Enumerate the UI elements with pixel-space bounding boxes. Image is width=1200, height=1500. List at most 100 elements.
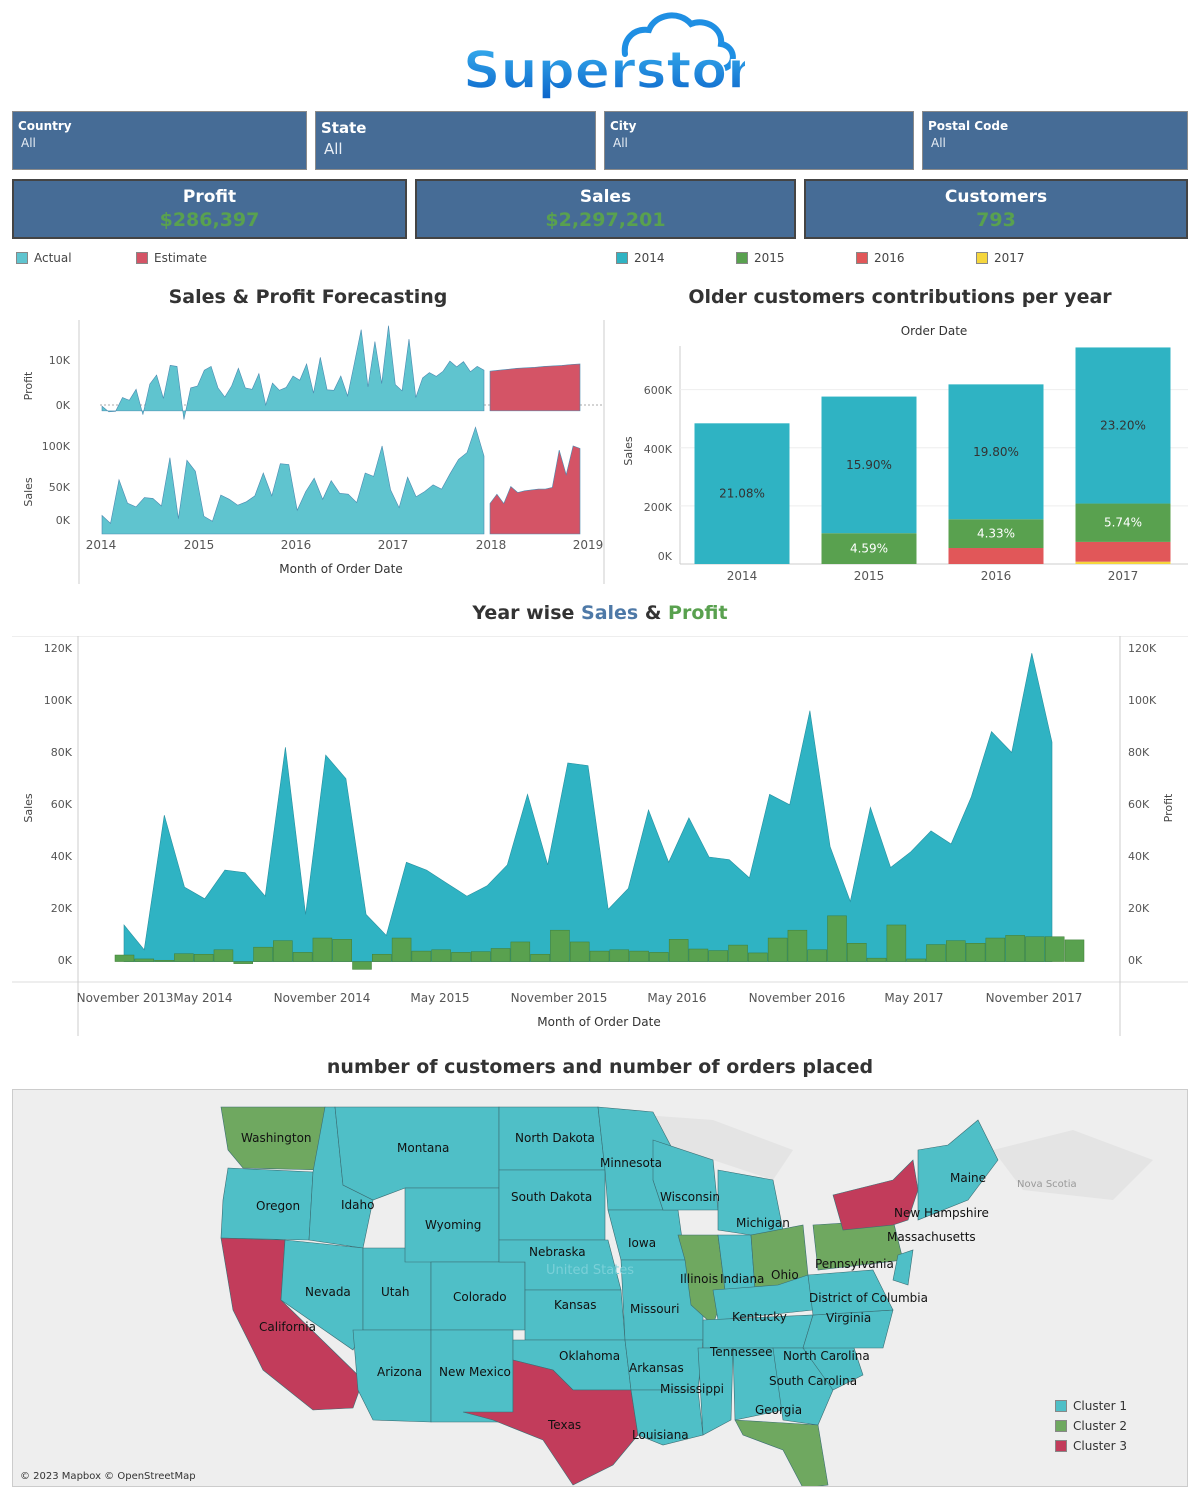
yearwise-profit-bar[interactable] (332, 939, 352, 962)
map-legend-cluster-2[interactable]: Cluster 2 (1055, 1419, 1127, 1433)
yearwise-profit-bar[interactable] (1005, 935, 1025, 962)
yearwise-profit-bar[interactable] (174, 953, 194, 962)
yearwise-profit-bar[interactable] (431, 949, 451, 962)
legend-2015[interactable]: 2015 (736, 251, 785, 265)
older-bar-2014-2017[interactable] (1075, 347, 1171, 504)
filter-state-value[interactable]: All (324, 140, 343, 158)
yearwise-profit-bar[interactable] (866, 957, 887, 962)
yearwise-profit-bar[interactable] (946, 940, 966, 962)
older-bar-2017-2017[interactable] (1075, 561, 1171, 564)
state-virginia[interactable] (807, 1269, 894, 1316)
yearwise-sales-area[interactable] (123, 653, 1053, 962)
older-bar-2014-2016[interactable] (948, 384, 1044, 520)
yearwise-ytick-right: 100K (1128, 694, 1157, 707)
yearwise-profit-bar[interactable] (292, 952, 313, 962)
older-bar-2014-2014[interactable] (694, 423, 790, 564)
yearwise-profit-bar[interactable] (1025, 936, 1045, 962)
yearwise-profit-bar[interactable] (490, 948, 511, 962)
filter-state[interactable]: State All (315, 111, 596, 170)
us-cluster-map[interactable]: Washington Montana North Dakota Minnesota Or… (12, 1089, 1188, 1487)
map-legend-cluster-3[interactable]: Cluster 3 (1055, 1439, 1127, 1453)
yearwise-profit-bar[interactable] (312, 937, 333, 962)
filter-postal-code-value[interactable]: All (931, 136, 946, 150)
state-washington[interactable] (220, 1106, 326, 1171)
older-bar-2015-2016[interactable] (948, 519, 1044, 549)
state-iowa[interactable] (607, 1209, 686, 1261)
yearwise-profit-bar[interactable] (510, 941, 531, 962)
filter-country-value[interactable]: All (21, 136, 36, 150)
yearwise-profit-bar[interactable] (273, 940, 293, 962)
yearwise-profit-bar[interactable] (114, 954, 135, 962)
filter-city-value[interactable]: All (613, 136, 628, 150)
forecast-sales-estimate-area[interactable] (489, 445, 581, 535)
yearwise-profit-bar[interactable] (609, 949, 630, 962)
older-bar-2015-2015[interactable] (821, 533, 917, 564)
yearwise-profit-bar[interactable] (233, 961, 253, 964)
yearwise-profit-bar[interactable] (965, 943, 986, 962)
yearwise-profit-bar[interactable] (847, 943, 867, 962)
older-bar-2016-2016[interactable] (948, 548, 1044, 564)
yearwise-profit-bar[interactable] (787, 929, 808, 962)
yearwise-profit-bar[interactable] (391, 937, 412, 962)
yearwise-profit-bar[interactable] (352, 961, 372, 970)
yearwise-profit-bar[interactable] (530, 953, 550, 962)
yearwise-profit-bar[interactable] (471, 951, 491, 962)
yearwise-profit-bar[interactable] (886, 924, 907, 962)
state-florida[interactable] (734, 1419, 829, 1487)
forecast-sales-actual-area[interactable] (101, 426, 485, 535)
yearwise-profit-bar[interactable] (807, 949, 827, 962)
legend-2016[interactable]: 2016 (856, 251, 905, 265)
yearwise-profit-bar[interactable] (372, 953, 392, 962)
state-new-england[interactable] (917, 1119, 999, 1221)
yearwise-profit-bar[interactable] (767, 937, 788, 962)
yearwise-profit-bar[interactable] (1064, 939, 1085, 962)
yearwise-profit-bar[interactable] (569, 941, 590, 962)
yearwise-ytick-left: 0K (58, 954, 73, 967)
yearwise-profit-bar[interactable] (213, 949, 234, 962)
map-canvas[interactable]: Washington Montana North Dakota Minnesota Or… (13, 1090, 1188, 1487)
yearwise-profit-bar[interactable] (134, 958, 155, 962)
yearwise-profit-bar[interactable] (1044, 936, 1065, 962)
forecast-profit-estimate-area[interactable] (489, 363, 581, 412)
legend-actual[interactable]: Actual (16, 251, 72, 265)
older-bar-2014-2015[interactable] (821, 396, 917, 534)
yearwise-profit-bar[interactable] (589, 950, 610, 962)
yearwise-profit-bar[interactable] (550, 929, 570, 962)
legend-estimate[interactable]: Estimate (136, 251, 207, 265)
yearwise-profit-bar[interactable] (649, 952, 669, 962)
legend-2017[interactable]: 2017 (976, 251, 1025, 265)
yearwise-profit-bar[interactable] (906, 958, 926, 962)
older-customers-chart: Order Date Sales 600K 400K 200K 0K 21.08… (622, 324, 1188, 583)
state-texas[interactable] (462, 1359, 639, 1486)
yearwise-profit-bar[interactable] (708, 950, 728, 962)
yearwise-profit-bar[interactable] (629, 950, 649, 962)
filter-postal-code[interactable]: Postal Code All (922, 111, 1188, 170)
state-arizona[interactable] (352, 1329, 432, 1423)
legend-2014[interactable]: 2014 (616, 251, 665, 265)
yearwise-profit-bar[interactable] (926, 944, 946, 962)
yearwise-profit-bar[interactable] (451, 952, 471, 962)
yearwise-profit-bar[interactable] (748, 952, 768, 962)
yearwise-profit-bar[interactable] (728, 944, 748, 962)
yearwise-profit-bar[interactable] (985, 937, 1006, 962)
yearwise-profit-bar[interactable] (827, 915, 847, 962)
forecast-profit-actual-area[interactable] (101, 325, 485, 420)
filter-city[interactable]: City All (604, 111, 914, 170)
older-bar-2016-2017[interactable] (1075, 541, 1171, 562)
yearwise-profit-bar[interactable] (253, 946, 273, 962)
older-bar-2015-2017[interactable] (1075, 503, 1171, 542)
state-mississippi[interactable] (697, 1347, 734, 1436)
yearwise-profit-bar[interactable] (193, 953, 214, 962)
state-new-york[interactable] (832, 1159, 919, 1231)
yearwise-profit-bar[interactable] (411, 950, 432, 962)
state-oregon[interactable] (220, 1167, 314, 1241)
yearwise-profit-bar[interactable] (688, 948, 709, 962)
yearwise-profit-bar[interactable] (154, 959, 174, 962)
map-legend-cluster-1[interactable]: Cluster 1 (1055, 1399, 1127, 1413)
state-south-dakota[interactable] (498, 1169, 606, 1241)
yearwise-profit-bar[interactable] (668, 939, 689, 962)
state-new-jersey[interactable] (892, 1249, 914, 1286)
filter-country[interactable]: Country All (12, 111, 307, 170)
state-louisiana[interactable] (630, 1389, 704, 1446)
state-wisconsin[interactable] (652, 1139, 719, 1211)
